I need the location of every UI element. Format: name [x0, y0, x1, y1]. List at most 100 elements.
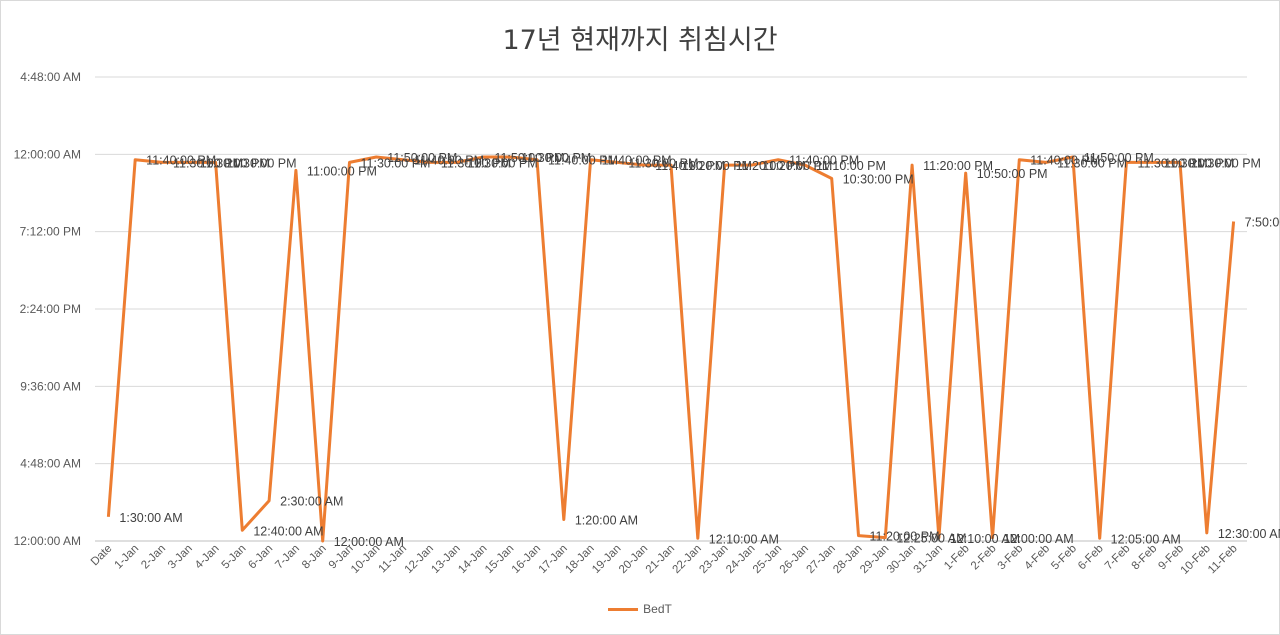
data-label: 10:30:00 PM: [843, 173, 914, 187]
series-line-bedt: [106, 155, 1236, 543]
data-label: 11:40:00 PM: [146, 154, 216, 168]
data-label: 11:20:00 PM: [762, 159, 832, 173]
data-label: 11:30:00 PM: [521, 151, 591, 165]
chart-title: 17년 현재까지 취침시간: [502, 25, 778, 56]
data-label: 11:50:00 PM: [387, 151, 457, 165]
x-tick-label: 7-Feb: [1103, 543, 1133, 573]
legend: BedT: [0, 602, 1280, 616]
x-tick-label: 22-Jan: [671, 543, 704, 576]
x-tick-label: Date: [89, 543, 115, 569]
data-label: 12:05:00 AM: [1111, 532, 1181, 546]
x-tick-label: 24-Jan: [724, 543, 757, 576]
x-tick-label: 3-Feb: [996, 543, 1026, 573]
data-label: 11:30:00 PM: [173, 156, 243, 170]
data-label: 11:40:00 PM: [1030, 154, 1100, 168]
data-label: 11:20:00 PM: [870, 530, 940, 544]
data-label: 11:30:00 PM: [200, 156, 270, 170]
x-tick-label: 25-Jan: [751, 543, 784, 576]
x-tick-label: 8-Feb: [1130, 543, 1160, 573]
y-tick-label: 9:36:00 AM: [20, 379, 81, 393]
data-label: 11:30:00 PM: [441, 156, 511, 170]
data-label: 11:30:00 PM: [1137, 156, 1207, 170]
data-label: 11:30:00 PM: [361, 156, 431, 170]
x-tick-label: 1-Jan: [112, 543, 141, 572]
x-tick-label: 30-Jan: [885, 543, 918, 576]
x-tick-label: 14-Jan: [456, 543, 489, 576]
y-tick-label: 12:00:00 AM: [14, 147, 81, 161]
x-tick-label: 5-Feb: [1049, 543, 1079, 573]
data-label: 11:40:00 PM: [548, 154, 618, 168]
data-label: 11:00:00 PM: [307, 164, 377, 178]
gridlines: [95, 76, 1247, 542]
x-tick-label: 12-Jan: [403, 543, 436, 576]
data-label: 2:30:00 AM: [280, 495, 343, 509]
x-tick-label: 2-Jan: [139, 543, 168, 572]
x-tick-label: 1-Feb: [942, 543, 972, 573]
legend-swatch: [608, 608, 639, 612]
x-tick-label: 8-Jan: [300, 543, 329, 572]
x-tick-label: 6-Feb: [1076, 543, 1106, 573]
x-tick-label: 16-Jan: [510, 543, 543, 576]
data-label: 11:50:00 PM: [1084, 151, 1154, 165]
x-tick-label: 18-Jan: [563, 543, 596, 576]
x-tick-label: 28-Jan: [831, 543, 864, 576]
x-tick-label: 21-Jan: [644, 543, 677, 576]
data-label: 1:20:00 AM: [575, 514, 638, 528]
data-label: 12:40:00 AM: [253, 524, 323, 538]
x-tick-label: 19-Jan: [590, 543, 623, 576]
data-label: 11:30:00 PM: [1057, 156, 1127, 170]
y-tick-label: 4:48:00 AM: [20, 70, 81, 84]
data-label: 12:00:00 AM: [1003, 532, 1073, 546]
data-label: 11:20:00 PM: [923, 159, 993, 173]
x-axis-tick-labels: Date1-Jan2-Jan3-Jan4-Jan5-Jan6-Jan7-Jan8…: [89, 543, 1240, 577]
data-label: 12:25:00 AM: [896, 532, 966, 546]
x-tick-label: 6-Jan: [246, 543, 275, 572]
x-tick-label: 29-Jan: [858, 543, 891, 576]
data-label: 12:10:00 AM: [950, 532, 1020, 546]
x-tick-label: 4-Feb: [1022, 543, 1052, 573]
y-tick-label: 4:48:00 AM: [20, 457, 81, 471]
data-label: 11:40:00 PM: [655, 159, 725, 173]
x-tick-label: 15-Jan: [483, 543, 516, 576]
x-tick-label: 4-Jan: [193, 543, 222, 572]
data-label: 1:30:00 AM: [119, 511, 182, 525]
data-label: 10:50:00 PM: [977, 167, 1048, 181]
y-tick-label: 7:12:00 PM: [20, 225, 81, 239]
y-tick-label: 2:24:00 PM: [20, 302, 81, 316]
data-label: 11:40:00 PM: [602, 154, 672, 168]
data-label: 11:40:00 PM: [789, 154, 859, 168]
x-tick-label: 27-Jan: [805, 543, 838, 576]
x-tick-label: 10-Feb: [1179, 543, 1213, 577]
data-label: 7:50:00 PM: [1245, 215, 1280, 229]
data-label: 11:30:00 PM: [628, 156, 698, 170]
x-tick-label: 13-Jan: [429, 543, 462, 576]
data-label: 11:30:00 PM: [468, 156, 538, 170]
y-axis-tick-labels: 12:00:00 AM 4:48:00 AM 9:36:00 AM 2:24:00 P…: [14, 70, 81, 548]
x-tick-label: 17-Jan: [537, 543, 570, 576]
x-tick-label: 7-Jan: [273, 543, 302, 572]
data-label: 12:00:00 AM: [334, 535, 404, 549]
y-tick-label: 12:00:00 AM: [14, 534, 81, 548]
x-tick-label: 5-Jan: [220, 543, 249, 572]
x-tick-label: 3-Jan: [166, 543, 195, 572]
x-tick-label: 11-Feb: [1206, 543, 1240, 577]
data-label: 11:30:00 PM: [1164, 156, 1234, 170]
data-label: 12:30:00 AM: [1218, 527, 1280, 541]
x-tick-label: 31-Jan: [912, 543, 945, 576]
x-tick-label: 23-Jan: [697, 543, 730, 576]
legend-label: BedT: [643, 602, 672, 616]
data-label: 11:30:00 PM: [227, 156, 297, 170]
x-tick-label: 20-Jan: [617, 543, 650, 576]
x-tick-label: 2-Feb: [969, 543, 999, 573]
data-label: 12:10:00 AM: [709, 532, 779, 546]
data-label: 11:20:00 PM: [736, 159, 806, 173]
data-label: 11:50:00 PM: [494, 151, 564, 165]
data-label: 11:30:00 PM: [1191, 156, 1261, 170]
data-label: 11:10:00 PM: [816, 159, 886, 173]
data-label: 11:40:00 PM: [414, 154, 484, 168]
data-label: 11:20:00 PM: [682, 159, 752, 173]
x-tick-label: 26-Jan: [778, 543, 811, 576]
